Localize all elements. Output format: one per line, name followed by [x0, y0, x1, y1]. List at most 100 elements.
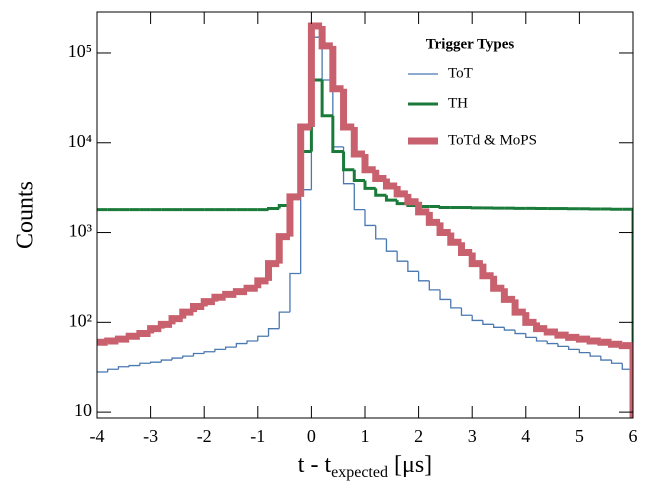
histogram-bin [578, 349, 591, 354]
histogram-bin [342, 151, 355, 172]
histogram-bin [586, 337, 601, 345]
legend-label: ToT [448, 65, 473, 81]
histogram-bin [350, 126, 365, 158]
y-tick-label: 10⁵ [68, 41, 92, 61]
histogram-bin [500, 288, 516, 303]
histogram-bin [525, 333, 537, 339]
histogram-bin [286, 193, 301, 237]
histogram-bin [352, 169, 365, 182]
histogram-bin [331, 115, 344, 153]
histogram-bin [374, 188, 387, 197]
histogram-bin [396, 251, 408, 262]
histogram-bin [254, 277, 269, 289]
histogram-bin [171, 357, 183, 361]
x-tick-label: -2 [197, 426, 212, 446]
series [97, 36, 633, 418]
histogram-bin [104, 337, 119, 345]
histogram-bin [543, 328, 558, 336]
histogram-bin [235, 342, 248, 348]
histogram-bin [297, 123, 312, 197]
histogram-bin [568, 346, 580, 351]
histogram-bin [203, 351, 215, 354]
histogram-bin [482, 320, 494, 325]
histogram-bin [211, 293, 226, 302]
histogram-bin [246, 340, 258, 344]
histogram-bin [589, 352, 601, 357]
histogram-bin [275, 233, 290, 264]
legend-title: Trigger Types [426, 36, 515, 52]
histogram-bin [353, 183, 365, 211]
legend-label: ToTd & MoPS [448, 132, 537, 148]
histogram-bin [415, 201, 430, 216]
x-tick-label: 1 [361, 426, 370, 446]
histogram-bin [267, 328, 280, 337]
histogram-bin [428, 280, 441, 291]
histogram-bin [372, 169, 387, 182]
histogram-bin [393, 185, 408, 198]
histogram-bin [136, 330, 151, 338]
histogram-bin [107, 368, 119, 372]
histogram-bin [222, 290, 237, 298]
x-label-subscript: expected [331, 464, 388, 481]
histogram-bin [457, 242, 473, 256]
histogram-bin [243, 284, 258, 292]
y-tick-label: 10² [69, 310, 92, 330]
histogram-bin [257, 335, 269, 341]
histogram-bin [232, 288, 248, 296]
histogram-bin [554, 331, 569, 339]
histogram-bin [382, 178, 398, 190]
y-tick-label: 10 [74, 400, 92, 420]
histogram-bin [168, 315, 183, 325]
x-tick-label: 3 [468, 426, 477, 446]
histogram-bin [610, 360, 623, 364]
histogram-bin [329, 45, 344, 93]
histogram-bin [533, 322, 548, 333]
histogram-bin [214, 348, 226, 352]
histogram-bin [575, 335, 591, 343]
histogram-bin [618, 342, 633, 418]
histogram-bin [114, 335, 130, 343]
histogram-bin [546, 340, 558, 345]
histogram-bin [307, 22, 323, 127]
histogram-bin [460, 307, 473, 316]
histogram-bin [364, 209, 376, 227]
histogram-bin [182, 355, 194, 359]
histogram-bin [622, 207, 633, 418]
histogram-bin [320, 80, 333, 118]
y-tick-label: 10⁴ [68, 131, 92, 151]
histogram-bin [157, 320, 173, 329]
histogram-bin [384, 195, 398, 202]
histogram-bin [289, 272, 301, 313]
histogram-bin [471, 315, 483, 322]
y-axis-label: Counts [13, 181, 39, 249]
histogram-bin [490, 275, 505, 292]
histogram-bin [340, 88, 355, 131]
histogram-bin [318, 25, 333, 50]
histogram-bin [417, 271, 430, 282]
histogram-bin [361, 153, 376, 174]
histogram-bin [277, 204, 290, 209]
x-tick-label: 5 [575, 426, 584, 446]
histogram-bin [503, 327, 516, 331]
histogram-bin [200, 298, 215, 307]
histogram-bin [514, 330, 526, 335]
series [97, 78, 633, 418]
histogram-bin [621, 363, 633, 418]
x-tick-label: -1 [250, 426, 265, 446]
histogram-bin [597, 338, 612, 346]
histogram-bin [404, 193, 419, 206]
histogram-bin [189, 303, 205, 313]
histogram-bin [479, 263, 494, 280]
histogram-bin [522, 312, 537, 326]
histogram-bin [600, 356, 612, 361]
x-label-unit: [μs] [388, 452, 432, 478]
histogram-bin [450, 299, 462, 309]
histogram-bin [492, 324, 505, 328]
histogram-bin [192, 352, 205, 357]
histogram-bin [265, 260, 280, 281]
y-tick-label: 10³ [69, 221, 93, 241]
histogram-bin [300, 189, 312, 274]
histogram-bin [557, 343, 569, 348]
histogram-bin [224, 346, 237, 350]
histogram-bin [147, 325, 162, 334]
